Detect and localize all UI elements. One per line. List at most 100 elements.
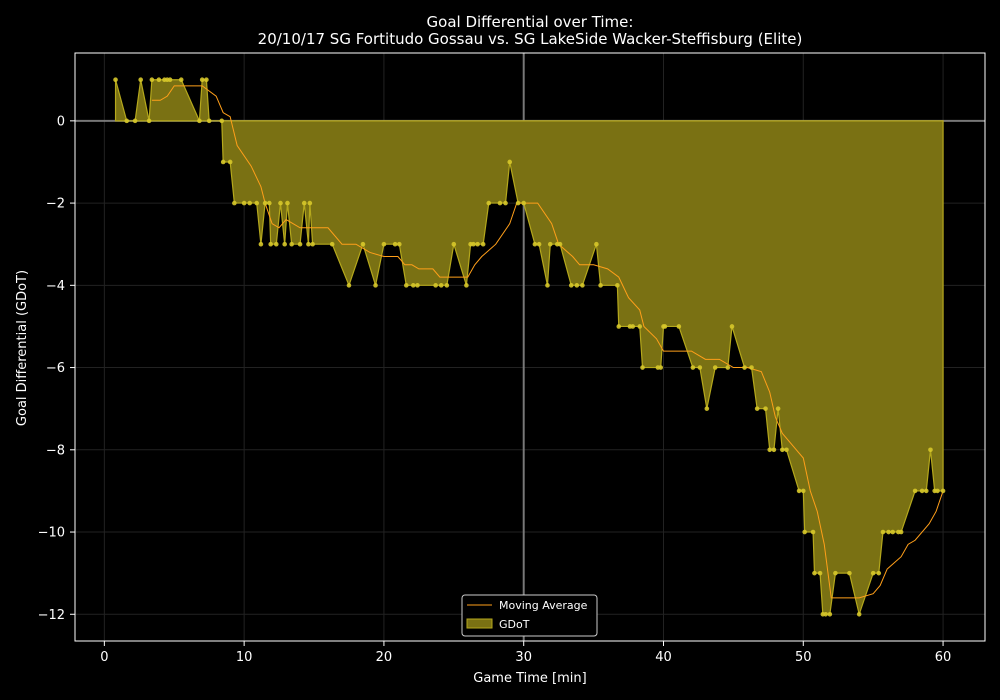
gdot-point [199, 77, 205, 83]
gdot-point [515, 200, 521, 206]
gdot-point [124, 118, 130, 124]
gdot-point [149, 77, 155, 83]
gdot-point [729, 324, 735, 329]
legend: Moving Average GDoT [461, 594, 598, 637]
gdot-point [451, 241, 457, 247]
gdot-point [928, 447, 933, 453]
gdot-point [919, 488, 925, 494]
gdot-point [503, 200, 508, 206]
gdot-point [278, 200, 283, 206]
gdot-point [475, 241, 480, 247]
gdot-point [438, 283, 444, 288]
gdot-point [886, 529, 891, 535]
gdot-point [898, 529, 904, 535]
y-tick-label: 0 [57, 114, 65, 129]
gdot-point [771, 447, 777, 453]
gdot-point [197, 118, 202, 124]
gdot-point [767, 447, 773, 453]
gdot-point [616, 324, 622, 329]
gdot-point [497, 200, 503, 206]
gdot-point [273, 241, 279, 247]
x-tick-label: 60 [935, 650, 952, 665]
gdot-point [704, 406, 710, 411]
gdot-point [712, 365, 718, 370]
gdot-point [574, 283, 580, 288]
gdot-point [800, 488, 806, 494]
gdot-point [568, 283, 574, 288]
gdot-point [282, 241, 287, 247]
y-tick-label: −4 [46, 279, 65, 294]
x-tick-label: 30 [515, 650, 532, 665]
gdot-point [870, 570, 876, 576]
gdot-point [823, 611, 828, 617]
gdot-point [817, 570, 823, 576]
gdot-point [802, 529, 807, 535]
gdot-point [285, 200, 290, 206]
y-tick-label: −10 [38, 526, 65, 541]
gdot-point [547, 241, 553, 247]
gdot-point [923, 488, 929, 494]
gdot-point [763, 406, 768, 411]
y-tick-label: −12 [38, 608, 65, 623]
gdot-point [640, 365, 645, 370]
gdot-point [557, 241, 563, 247]
gdot-markers [113, 77, 946, 617]
gdot-point [749, 365, 754, 370]
gdot-point [521, 200, 527, 206]
gdot-point [247, 200, 253, 206]
gdot-point [241, 200, 247, 206]
gdot-point [268, 241, 273, 247]
gdot-point [742, 365, 747, 370]
gdot-point [381, 241, 387, 247]
gdot-point [258, 241, 264, 247]
gdot-point [880, 529, 886, 535]
gdot-point [480, 241, 486, 247]
gdot-point [580, 283, 585, 288]
gdot-point [444, 283, 450, 288]
moving-average-series [151, 85, 944, 599]
gdot-point [876, 570, 882, 576]
y-tick-label: −8 [46, 443, 65, 458]
y-tick-label: −2 [46, 197, 65, 212]
gdot-point [254, 200, 260, 206]
x-tick-label: 10 [236, 650, 253, 665]
gdot-point [598, 283, 603, 288]
gdot-point [637, 324, 643, 329]
gdot-point [206, 118, 212, 124]
gdot-point [594, 241, 599, 247]
gdot-point [433, 283, 438, 288]
plot-frame [74, 52, 986, 642]
gdot-point [178, 77, 184, 83]
gdot-point [940, 488, 946, 494]
gdot-point [392, 241, 398, 247]
gdot-point [289, 241, 294, 247]
gdot-point [784, 447, 789, 453]
gdot-point [262, 200, 268, 206]
gdot-point [847, 570, 852, 576]
gdot-point [219, 118, 225, 124]
gdot-point [754, 406, 760, 411]
x-tick-label: 40 [655, 650, 672, 665]
gdot-point [630, 324, 636, 329]
x-axis-label: Game Time [min] [473, 671, 586, 686]
gdot-point [890, 529, 896, 535]
gdot-point [827, 611, 833, 617]
gdot-point [536, 241, 542, 247]
gdot-point [297, 241, 303, 247]
gdot-point [658, 365, 663, 370]
gdot-point [301, 200, 307, 206]
gdot-point [360, 241, 366, 247]
gdot-point [307, 200, 313, 206]
gdot-point [676, 324, 682, 329]
gdot-point [615, 283, 620, 288]
legend-gdot-swatch [466, 618, 493, 629]
gdot-point [329, 241, 335, 247]
x-tick-label: 20 [376, 650, 393, 665]
gdot-point [856, 611, 862, 617]
gdot-area-series [114, 79, 944, 617]
x-tick-label: 50 [795, 650, 812, 665]
gdot-point [464, 283, 469, 288]
gdot-point [410, 283, 416, 288]
gdot-point [156, 77, 162, 83]
